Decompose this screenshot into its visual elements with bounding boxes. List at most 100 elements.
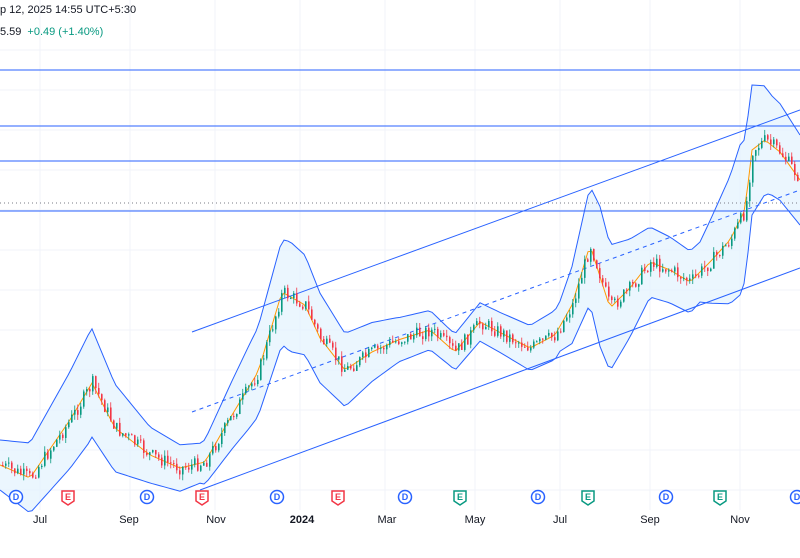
- candle-body: [245, 386, 247, 394]
- candle-body: [383, 347, 385, 350]
- candle-body: [275, 316, 277, 330]
- horizontal-levels[interactable]: [0, 69, 800, 212]
- extra-marker[interactable]: E: [713, 490, 727, 506]
- dividend-marker[interactable]: D: [789, 489, 800, 505]
- candle-body: [401, 342, 403, 344]
- candle-body: [500, 326, 502, 337]
- marker-flag: [331, 490, 345, 506]
- candle-body: [134, 435, 136, 445]
- candle-body: [155, 450, 157, 455]
- candle-body: [263, 358, 265, 360]
- candle-body: [410, 334, 412, 340]
- dividend-marker[interactable]: D: [397, 489, 413, 505]
- candle-body: [614, 298, 616, 301]
- candle-body: [794, 164, 796, 175]
- candle-body: [200, 465, 202, 471]
- candle-body: [380, 347, 382, 349]
- candle-body: [257, 379, 259, 385]
- candle-body: [725, 245, 727, 247]
- candle-body: [458, 343, 460, 351]
- candle-body: [731, 238, 733, 246]
- dividend-marker[interactable]: D: [530, 489, 546, 505]
- candle-body: [74, 410, 76, 415]
- price-change: +0.49 (+1.40%): [27, 26, 104, 38]
- candle-body: [746, 201, 748, 221]
- candle-body: [203, 462, 205, 466]
- marker-letter: E: [199, 492, 205, 502]
- candle-body: [719, 254, 721, 256]
- candle-body: [239, 399, 241, 414]
- channel-middle-line: [191, 189, 800, 413]
- candle-body: [353, 368, 355, 371]
- candle-body: [554, 337, 556, 341]
- candle-body: [287, 287, 289, 299]
- candle-body: [101, 394, 103, 401]
- candle-body: [521, 342, 523, 347]
- candle-body: [671, 270, 673, 272]
- candle-body: [224, 423, 226, 433]
- candle-body: [182, 466, 184, 475]
- candle-body: [29, 470, 31, 474]
- candle-body: [449, 337, 451, 344]
- candle-body: [56, 439, 58, 447]
- dividend-marker[interactable]: D: [8, 489, 24, 505]
- candle-body: [185, 466, 187, 468]
- dividend-marker[interactable]: D: [658, 489, 674, 505]
- marker-letter: E: [335, 492, 341, 502]
- candle-body: [566, 317, 568, 321]
- marker-circle: [530, 489, 546, 505]
- candle-body: [536, 341, 538, 343]
- dividend-marker[interactable]: D: [269, 489, 285, 505]
- candle-body: [152, 450, 154, 453]
- candle-body: [542, 338, 544, 340]
- candle-body: [485, 326, 487, 330]
- candle-body: [524, 346, 526, 348]
- header-date: p 12, 2025 14:55 UTC+5:30: [0, 4, 137, 16]
- candle-body: [167, 455, 169, 463]
- candle-body: [107, 407, 109, 413]
- extra-marker[interactable]: E: [453, 490, 467, 506]
- marker-flag: [713, 490, 727, 506]
- candle-body: [356, 365, 358, 371]
- candle-body: [131, 434, 133, 436]
- candle-body: [488, 320, 490, 327]
- candle-body: [461, 343, 463, 350]
- candle-body: [617, 298, 619, 307]
- candle-body: [581, 277, 583, 284]
- band-upper-line: [0, 84, 800, 446]
- candle-body: [38, 467, 40, 478]
- candle-body: [194, 458, 196, 465]
- candle-body: [467, 334, 469, 345]
- earnings-marker[interactable]: E: [331, 490, 345, 506]
- candle-body: [653, 262, 655, 267]
- candle-body: [479, 321, 481, 325]
- candle-body: [305, 301, 307, 309]
- candle-body: [464, 334, 466, 350]
- marker-flag: [195, 490, 209, 506]
- candle-body: [434, 328, 436, 330]
- marker-letter: D: [402, 492, 409, 502]
- candle-body: [668, 270, 670, 272]
- candle-body: [317, 324, 319, 329]
- candle-body: [110, 407, 112, 421]
- extra-marker[interactable]: E: [581, 490, 595, 506]
- candle-body: [158, 454, 160, 458]
- candle-body: [446, 335, 448, 338]
- earnings-marker[interactable]: E: [61, 490, 75, 506]
- candle-body: [611, 296, 613, 301]
- x-axis-tick-label: 2024: [290, 514, 315, 526]
- candle-body: [143, 440, 145, 453]
- candle-body: [17, 468, 19, 474]
- candle-body: [749, 182, 751, 202]
- dividend-marker[interactable]: D: [139, 489, 155, 505]
- earnings-marker[interactable]: E: [195, 490, 209, 506]
- candle-body: [755, 150, 757, 156]
- candle-body: [347, 366, 349, 370]
- candle-body: [716, 251, 718, 255]
- candle-body: [752, 155, 754, 183]
- candle-body: [170, 462, 172, 464]
- candle-body: [59, 434, 61, 440]
